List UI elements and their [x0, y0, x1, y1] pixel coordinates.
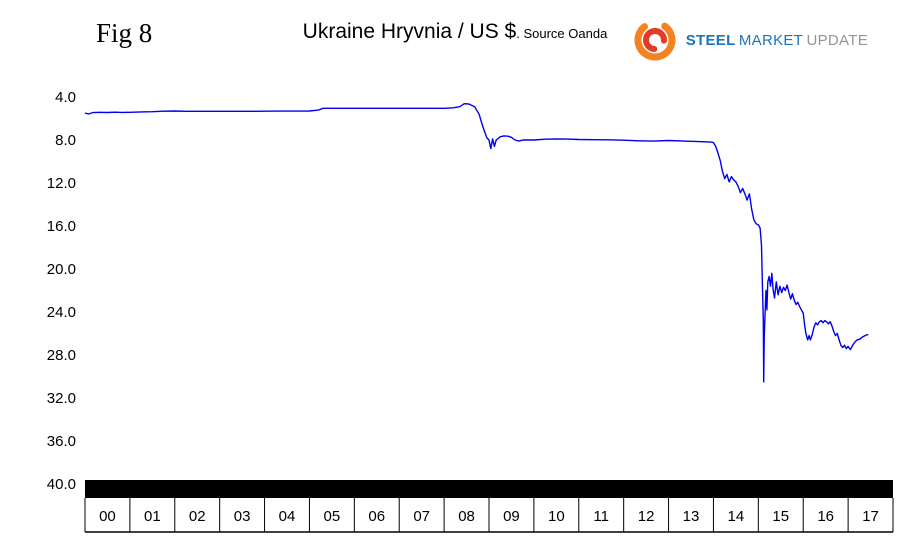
chart-header: Ukraine Hryvnia / US $. Source Oanda	[0, 20, 910, 44]
y-tick-label: 12.0	[47, 175, 76, 192]
figure-label: Fig 8	[96, 18, 153, 48]
x-tick-label: 12	[638, 508, 655, 525]
x-tick-label: 04	[279, 508, 296, 525]
x-tick-label: 07	[413, 508, 430, 525]
x-tick-label: 06	[368, 508, 385, 525]
logo-word-market: MARKET	[738, 31, 804, 49]
y-tick-label: 16.0	[47, 218, 76, 235]
x-tick-label: 15	[772, 508, 789, 525]
x-tick-label: 01	[144, 508, 161, 525]
x-tick-label: 05	[324, 508, 341, 525]
exchange-rate-line	[84, 103, 869, 383]
logo-word-update: UPDATE	[806, 31, 868, 49]
axis-base-bar	[85, 480, 893, 498]
x-tick-label: 11	[593, 508, 609, 525]
x-tick-label: 10	[548, 508, 565, 525]
x-tick-label: 08	[458, 508, 475, 525]
y-tick-label: 40.0	[47, 476, 76, 493]
x-tick-label: 13	[683, 508, 700, 525]
logo-word-steel: STEEL	[685, 31, 736, 49]
x-tick-label: 03	[234, 508, 251, 525]
y-tick-label: 20.0	[47, 261, 76, 278]
x-tick-label: 14	[728, 508, 745, 525]
x-tick-label: 02	[189, 508, 206, 525]
chart-source-label: . Source Oanda	[516, 26, 608, 41]
smu-logo-text: STEEL MARKET UPDATE	[686, 32, 868, 49]
y-tick-label: 4.0	[55, 89, 76, 106]
x-tick-label: 09	[503, 508, 520, 525]
y-tick-label: 24.0	[47, 304, 76, 321]
steel-market-update-logo: STEEL MARKET UPDATE	[631, 16, 868, 64]
y-tick-label: 36.0	[47, 433, 76, 450]
y-tick-label: 28.0	[47, 347, 76, 364]
x-tick-label: 17	[862, 508, 879, 525]
x-tick-label: 00	[99, 508, 116, 525]
y-tick-label: 8.0	[55, 132, 76, 149]
smu-swoosh-icon	[634, 19, 676, 61]
chart-title: Ukraine Hryvnia / US $	[302, 20, 517, 43]
x-tick-label: 16	[817, 508, 834, 525]
y-tick-label: 32.0	[47, 390, 76, 407]
